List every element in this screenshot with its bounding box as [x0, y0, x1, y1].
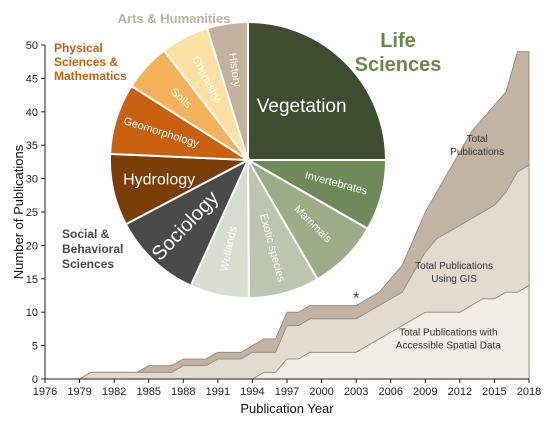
- series-label: Accessible Spatial Data: [396, 341, 501, 352]
- x-tick-label: 2000: [309, 386, 333, 398]
- series-label: Publications: [450, 147, 504, 158]
- y-tick-label: 20: [26, 240, 38, 252]
- group-label-physical: Mathematics: [54, 69, 127, 83]
- group-label-social: Behavioral: [62, 242, 123, 256]
- pie-label: Vegetation: [257, 96, 347, 117]
- x-tick-label: 2003: [344, 386, 368, 398]
- x-axis-title: Publication Year: [240, 401, 334, 416]
- group-label-physical: Physical: [54, 41, 103, 55]
- series-label: Total Publications with: [399, 328, 497, 339]
- group-label-life: Sciences: [355, 54, 442, 76]
- group-label-physical: Sciences &: [54, 55, 118, 69]
- y-tick-label: 0: [32, 374, 38, 386]
- series-label: Using GIS: [431, 274, 477, 285]
- pie-slice-history: [205, 20, 249, 161]
- pie-slice-sociology: [124, 157, 251, 287]
- annotation-asterisk: *: [353, 289, 360, 308]
- x-tick-label: 1997: [275, 386, 299, 398]
- x-tick-label: 2006: [378, 386, 402, 398]
- x-tick-label: 1994: [240, 386, 264, 398]
- y-tick-label: 45: [26, 73, 38, 85]
- y-tick-label: 15: [26, 274, 38, 286]
- y-tick-label: 5: [32, 341, 38, 353]
- x-tick-label: 1991: [206, 386, 230, 398]
- y-tick-label: 25: [26, 207, 38, 219]
- y-tick-label: 35: [26, 140, 38, 152]
- group-label-social: Sciences: [62, 257, 114, 271]
- y-axis-title: Number of Publications: [11, 144, 26, 279]
- x-tick-label: 1979: [67, 386, 91, 398]
- pie-label: History: [226, 52, 243, 88]
- group-label-life: Life: [380, 30, 416, 52]
- x-tick-label: 2015: [482, 386, 506, 398]
- x-tick-label: 1988: [171, 386, 195, 398]
- group-label-arts: Arts & Humanities: [118, 11, 231, 26]
- x-tick-label: 1982: [102, 386, 126, 398]
- series-label: Total Publications: [415, 261, 493, 272]
- pie-label: Hydrology: [123, 171, 195, 188]
- x-tick-label: 1976: [33, 386, 57, 398]
- x-tick-label: 1985: [136, 386, 160, 398]
- y-tick-label: 40: [26, 107, 38, 119]
- y-tick-label: 30: [26, 174, 38, 186]
- x-tick-label: 2009: [413, 386, 437, 398]
- y-tick-label: 50: [26, 40, 38, 52]
- group-label-social: Social &: [62, 227, 110, 241]
- pie-slice-vegetation: [247, 20, 388, 161]
- y-tick-label: 10: [26, 307, 38, 319]
- x-tick-label: 2012: [448, 386, 472, 398]
- series-label: Total: [467, 134, 488, 145]
- x-tick-label: 2018: [517, 386, 541, 398]
